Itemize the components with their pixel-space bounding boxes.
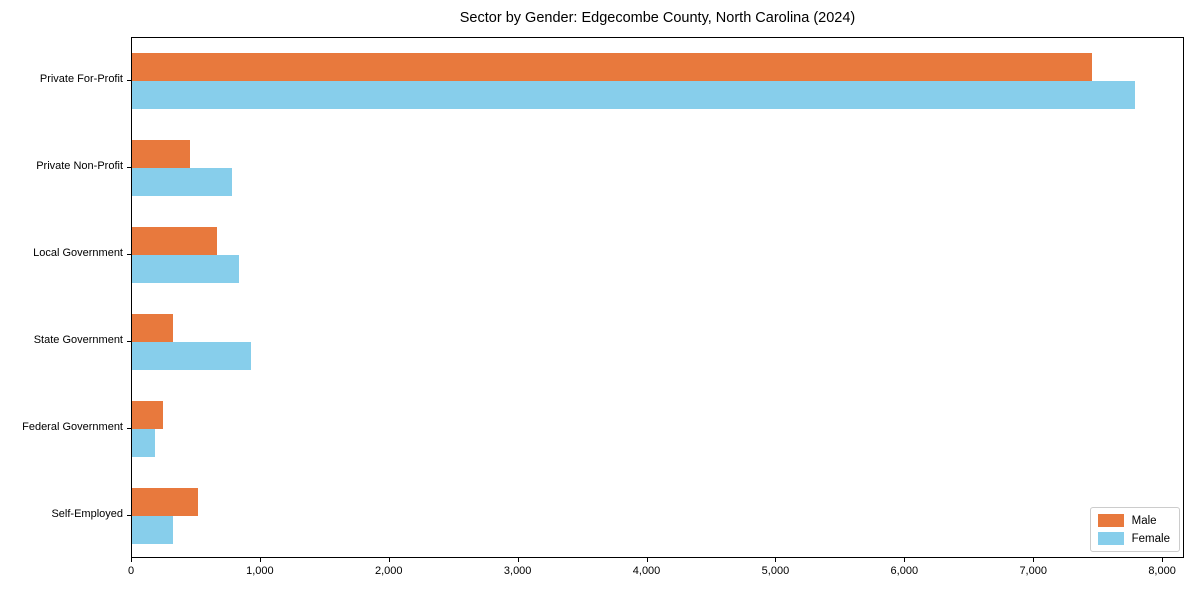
- x-tick-label-0: 0: [127, 565, 135, 577]
- y-axis-tick: [127, 254, 131, 256]
- x-tick-label-3-000: 3,000: [503, 565, 532, 577]
- x-axis-tick: [646, 558, 648, 562]
- y-tick-label-private-for-profit: Private For-Profit: [39, 73, 123, 86]
- y-tick-label-private-non-profit: Private Non-Profit: [36, 160, 123, 173]
- bar-male-private-non-profit: [132, 140, 190, 169]
- legend-swatch-female: [1097, 532, 1124, 545]
- x-axis-tick: [131, 558, 132, 562]
- y-axis-tick: [127, 514, 131, 516]
- y-tick-label-federal-government: Federal Government: [22, 420, 123, 433]
- y-axis-tick: [127, 167, 131, 169]
- y-tick-label-state-government: State Government: [33, 333, 123, 346]
- bar-female-private-for-profit: [132, 81, 1135, 110]
- legend-item-male: Male: [1097, 514, 1170, 527]
- legend: Male Female: [1089, 507, 1180, 552]
- bar-female-federal-government: [132, 428, 155, 457]
- legend-swatch-male: [1097, 514, 1124, 527]
- x-axis-tick: [259, 558, 261, 562]
- bar-female-local-government: [132, 255, 239, 284]
- x-tick-label-2-000: 2,000: [375, 565, 403, 577]
- bar-male-local-government: [132, 227, 218, 256]
- x-axis-tick: [1033, 558, 1035, 562]
- y-tick-label-self-employed: Self-Employed: [51, 507, 123, 520]
- bar-female-state-government: [132, 341, 251, 370]
- x-tick-label-7-000: 7,000: [1019, 565, 1047, 577]
- x-axis-tick: [388, 558, 390, 562]
- plot-area: Male Female: [131, 37, 1184, 558]
- legend-label-female: Female: [1131, 532, 1170, 545]
- x-tick-label-1-000: 1,000: [246, 565, 274, 577]
- bar-male-private-for-profit: [132, 53, 1093, 82]
- x-axis-tick: [517, 558, 519, 562]
- bar-male-federal-government: [132, 400, 163, 429]
- y-tick-label-local-government: Local Government: [33, 247, 123, 260]
- y-axis-tick: [127, 427, 131, 429]
- x-tick-label-4-000: 4,000: [632, 565, 661, 577]
- x-tick-label-6-000: 6,000: [890, 565, 919, 577]
- bar-female-private-non-profit: [132, 168, 232, 197]
- chart-title: Sector by Gender: Edgecombe County, Nort…: [459, 10, 856, 26]
- bar-male-state-government: [132, 313, 174, 342]
- x-tick-label-8-000: 8,000: [1148, 565, 1176, 577]
- x-axis-tick: [775, 558, 777, 562]
- x-axis-tick: [904, 558, 906, 562]
- y-axis-tick: [127, 80, 131, 82]
- y-axis-tick: [127, 340, 131, 342]
- bar-female-self-employed: [132, 515, 173, 544]
- legend-item-female: Female: [1097, 532, 1170, 545]
- x-tick-label-5-000: 5,000: [761, 565, 790, 577]
- x-axis-tick: [1162, 558, 1164, 562]
- legend-label-male: Male: [1131, 514, 1157, 527]
- bar-male-self-employed: [132, 487, 198, 516]
